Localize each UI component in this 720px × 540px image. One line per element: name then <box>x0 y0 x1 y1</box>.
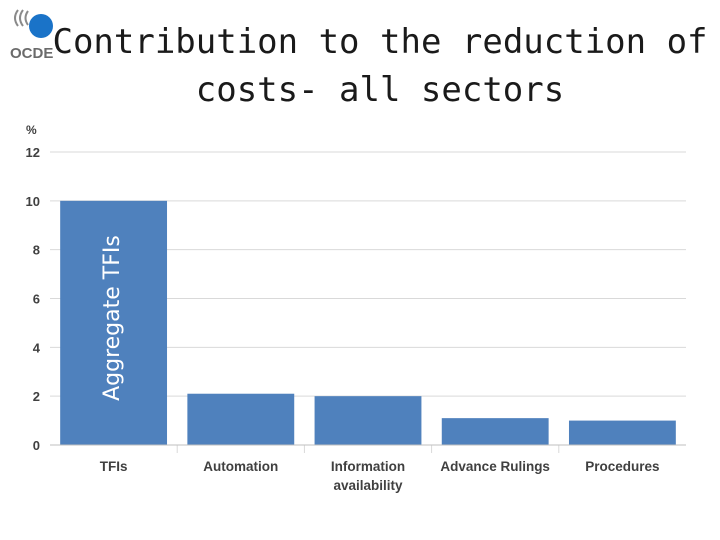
page-title: Contribution to the reduction of costs- … <box>40 18 720 114</box>
oecd-logo: OCDE <box>4 6 60 62</box>
y-tick-label: 10 <box>26 194 40 209</box>
y-tick-label: 0 <box>33 438 40 453</box>
bar-annotation-label: Aggregate TFIs <box>100 235 125 401</box>
bar <box>314 396 422 445</box>
bar <box>187 393 295 445</box>
title-line-2: costs- all sectors <box>195 70 565 110</box>
y-tick-label: 6 <box>33 292 40 307</box>
y-tick-label: 8 <box>33 243 40 258</box>
x-category-label: TFIs <box>100 459 128 474</box>
logo-text: OCDE <box>10 45 53 60</box>
title-line-1: Contribution to the reduction of <box>52 22 708 62</box>
bar <box>568 420 676 445</box>
x-category-label: Procedures <box>585 459 659 474</box>
y-tick-label: 12 <box>26 145 40 160</box>
bar <box>60 200 168 445</box>
y-axis-unit-label: % <box>26 123 37 137</box>
x-category-label: Automation <box>203 459 278 474</box>
y-tick-label: 4 <box>33 340 41 355</box>
x-category-label: Information availability <box>331 459 405 493</box>
bar <box>441 418 549 445</box>
y-tick-label: 2 <box>33 389 40 404</box>
x-category-label: Advance Rulings <box>440 459 550 474</box>
